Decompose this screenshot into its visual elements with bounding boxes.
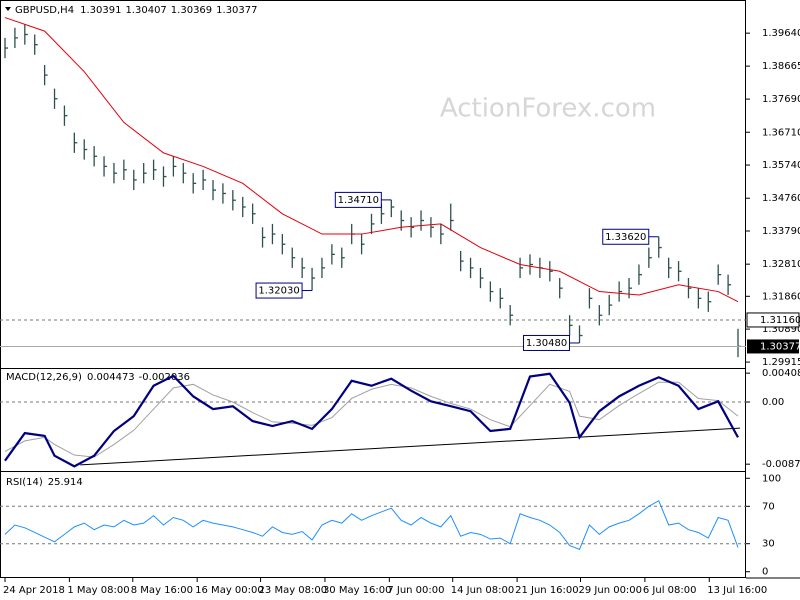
y-tick-label: 1.34760 [762,193,800,204]
level-label-box [746,312,800,328]
header-value: 1.30369 [171,5,212,16]
header-value: 1.30377 [216,5,257,16]
y-tick-label: 1.35740 [762,160,800,171]
indicator-line [4,499,739,550]
y-tick-label: 1.29915 [762,357,800,368]
x-tick-label: 21 Jun 16:00 [515,585,579,596]
header-value: 1.30407 [125,5,166,16]
x-tick-label: 29 Jun 00:00 [579,585,643,596]
x-tick-label: 8 May 16:00 [131,585,193,596]
annotation-label: 1.33620 [605,232,646,243]
level-label: 1.31160 [760,315,800,326]
price-header: GBPUSD,H4 1.30391 1.30407 1.30369 1.30377 [15,5,258,16]
x-tick-label: 7 Jun 00:00 [387,585,444,596]
plot-frame [0,0,746,578]
annotation-label: 1.32030 [258,286,299,297]
indicator-name: MACD(12,26,9) [6,372,82,383]
x-tick-label: 16 May 00:00 [195,585,264,596]
indicator-line [4,372,739,468]
indicator-name: RSI(14) [6,477,43,488]
x-tick-label: 1 May 08:00 [67,585,129,596]
x-tick-label: 24 Apr 2018 [3,585,65,596]
y-tick-label: 0.00 [762,397,784,408]
annotation-label: 1.30480 [526,338,567,349]
header-value: 25.914 [48,477,83,488]
annotation-box [523,334,571,351]
x-tick-label: 13 Jul 16:00 [707,585,767,596]
menu-icon[interactable] [5,7,11,11]
y-tick-label: 1.31860 [762,291,800,302]
annotation-box [602,228,650,245]
last-price-box [747,339,799,354]
annotation-label: 1.34710 [338,195,379,206]
header-value: 1.30391 [80,5,121,16]
y-tick-label: 1.32810 [762,259,800,270]
y-tick-label: 1.37690 [762,94,800,105]
header-value: -0.002036 [139,372,190,383]
y-tick-label: 1.39640 [762,28,800,39]
annotation-box [334,191,382,208]
y-tick-label: 1.36710 [762,127,800,138]
header-value: 0.004473 [87,372,135,383]
moving-average [4,17,739,303]
y-tick-label: 0 [762,567,768,578]
y-tick-label: 100 [762,473,781,484]
x-tick-label: 6 Jul 08:00 [643,585,697,596]
y-tick-label: 0.004081 [762,368,800,379]
macd-header: MACD(12,26,9) 0.004473 -0.002036 [6,372,190,383]
last-price-label: 1.30377 [760,341,800,352]
x-tick-label: 14 Jun 08:00 [451,585,515,596]
y-tick-label: -0.008794 [762,459,800,470]
watermark: ActionForex.com [440,94,656,124]
y-tick-label: 30 [762,539,775,550]
y-tick-label: 1.30890 [762,324,800,335]
rsi-header: RSI(14) 25.914 [6,477,83,488]
symbol: GBPUSD,H4 [15,5,74,16]
y-tick-label: 1.33790 [762,226,800,237]
x-tick-label: 30 May 16:00 [323,585,392,596]
x-tick-label: 23 May 08:00 [259,585,328,596]
y-tick-label: 1.38665 [762,61,800,72]
indicator-line [4,381,739,458]
trend-line [80,427,741,466]
annotation-box [255,282,303,299]
y-tick-label: 70 [762,501,775,512]
